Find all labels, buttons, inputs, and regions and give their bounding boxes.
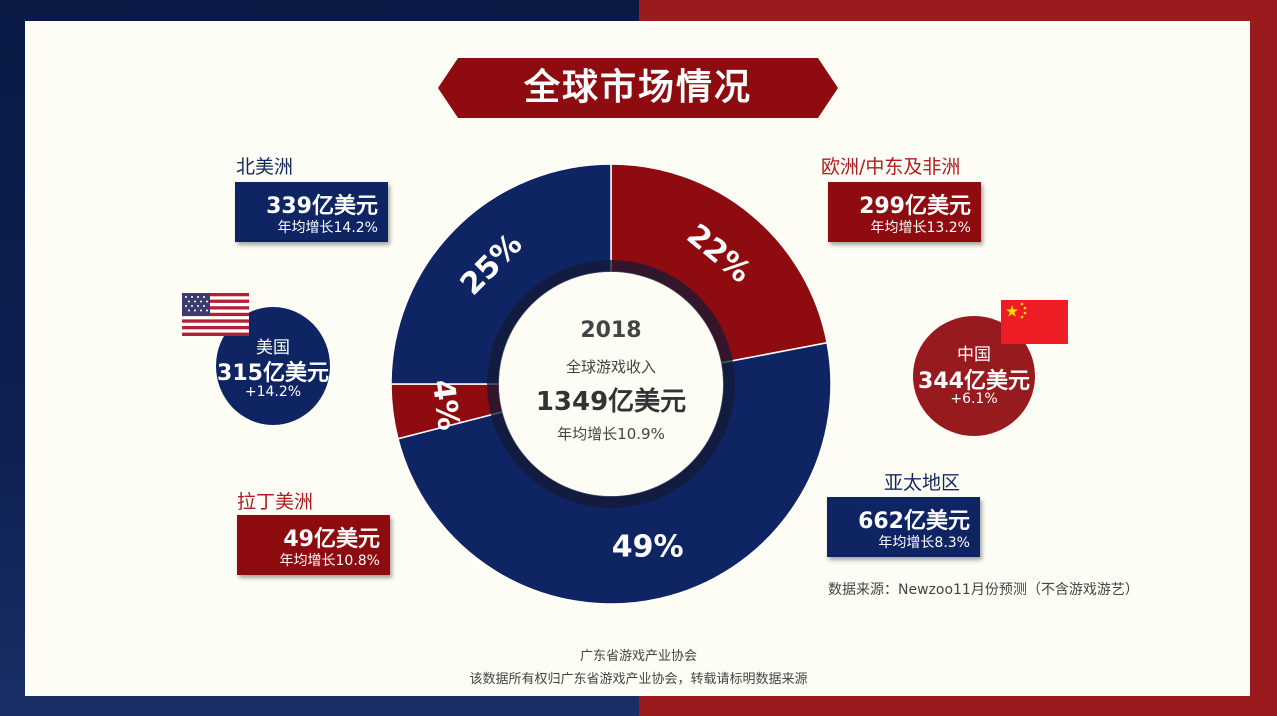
amount-emea: 299亿美元 bbox=[859, 194, 971, 219]
growth-emea: 年均增长13.2% bbox=[870, 220, 971, 236]
amount-north-america: 339亿美元 bbox=[266, 194, 378, 219]
footer-organization: 广东省游戏产业协会 bbox=[579, 649, 697, 664]
center-label: 全球游戏收入 bbox=[565, 358, 656, 376]
data-source: 数据来源：Newzoo11月份预测（不含游戏游艺） bbox=[828, 582, 1139, 598]
region-name-emea: 欧洲/中东及非洲 bbox=[821, 156, 961, 178]
growth-north-america: 年均增长14.2% bbox=[277, 220, 378, 236]
center-growth: 年均增长10.9% bbox=[557, 425, 665, 443]
country-amount-china: 344亿美元 bbox=[918, 369, 1030, 394]
region-name-asia-pacific: 亚太地区 bbox=[884, 472, 961, 494]
center-total: 1349亿美元 bbox=[535, 387, 687, 417]
usa-flag-icon bbox=[182, 293, 249, 336]
footer-copyright: 该数据所有权归广东省游戏产业协会，转载请标明数据来源 bbox=[469, 672, 808, 687]
title-banner: 全球市场情况 bbox=[438, 58, 838, 118]
region-name-north-america: 北美洲 bbox=[236, 156, 294, 178]
china-flag-icon bbox=[1001, 300, 1068, 344]
region-name-latin-america: 拉丁美洲 bbox=[237, 491, 314, 513]
amount-latin-america: 49亿美元 bbox=[283, 527, 380, 552]
value-box-latin-america: 49亿美元 年均增长10.8% bbox=[237, 515, 390, 575]
amount-asia-pacific: 662亿美元 bbox=[858, 509, 970, 534]
country-name-china: 中国 bbox=[957, 345, 991, 365]
country-growth-china: +6.1% bbox=[950, 391, 998, 407]
center-year: 2018 bbox=[580, 318, 642, 343]
value-box-emea: 299亿美元 年均增长13.2% bbox=[828, 182, 981, 242]
donut-chart: 22%49%4%25% bbox=[390, 163, 832, 605]
value-box-asia-pacific: 662亿美元 年均增长8.3% bbox=[827, 497, 980, 557]
title-banner-shape bbox=[438, 58, 838, 118]
growth-asia-pacific: 年均增长8.3% bbox=[878, 535, 970, 551]
donut-label-1: 49% bbox=[612, 529, 684, 564]
country-growth-usa: +14.2% bbox=[244, 384, 302, 400]
donut-slice-3 bbox=[390, 163, 612, 385]
growth-latin-america: 年均增长10.8% bbox=[279, 553, 380, 569]
page-title: 全球市场情况 bbox=[523, 67, 752, 108]
value-box-north-america: 339亿美元 年均增长14.2% bbox=[235, 182, 388, 242]
inner-ring bbox=[487, 260, 735, 508]
country-amount-usa: 315亿美元 bbox=[217, 361, 329, 386]
donut-label-2: 4% bbox=[425, 377, 466, 432]
country-name-usa: 美国 bbox=[256, 338, 290, 358]
donut-hole bbox=[499, 272, 723, 496]
country-circle-usa: 美国 315亿美元 +14.2% bbox=[216, 307, 330, 425]
